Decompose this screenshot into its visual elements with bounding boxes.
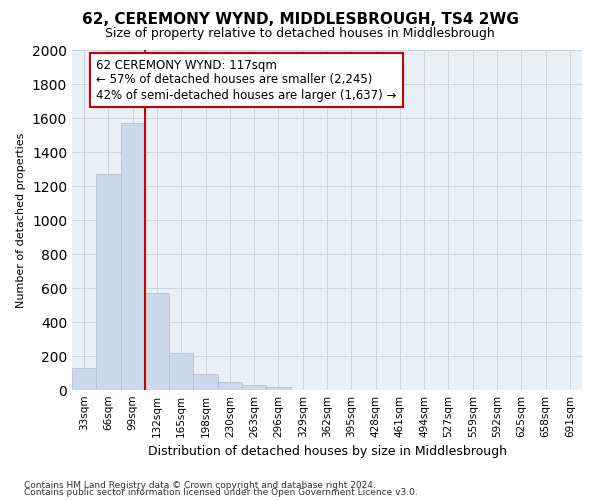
Bar <box>72 368 96 390</box>
Bar <box>96 174 121 390</box>
Bar <box>242 385 266 390</box>
Bar <box>218 382 242 390</box>
Text: 62, CEREMONY WYND, MIDDLESBROUGH, TS4 2WG: 62, CEREMONY WYND, MIDDLESBROUGH, TS4 2W… <box>82 12 518 28</box>
Y-axis label: Number of detached properties: Number of detached properties <box>16 132 26 308</box>
Bar <box>145 293 169 390</box>
Bar <box>169 354 193 390</box>
Bar <box>121 123 145 390</box>
Text: Contains public sector information licensed under the Open Government Licence v3: Contains public sector information licen… <box>24 488 418 497</box>
X-axis label: Distribution of detached houses by size in Middlesbrough: Distribution of detached houses by size … <box>148 446 506 458</box>
Bar <box>266 388 290 390</box>
Text: Size of property relative to detached houses in Middlesbrough: Size of property relative to detached ho… <box>105 28 495 40</box>
Text: 62 CEREMONY WYND: 117sqm
← 57% of detached houses are smaller (2,245)
42% of sem: 62 CEREMONY WYND: 117sqm ← 57% of detach… <box>96 58 397 102</box>
Bar <box>193 374 218 390</box>
Text: Contains HM Land Registry data © Crown copyright and database right 2024.: Contains HM Land Registry data © Crown c… <box>24 480 376 490</box>
